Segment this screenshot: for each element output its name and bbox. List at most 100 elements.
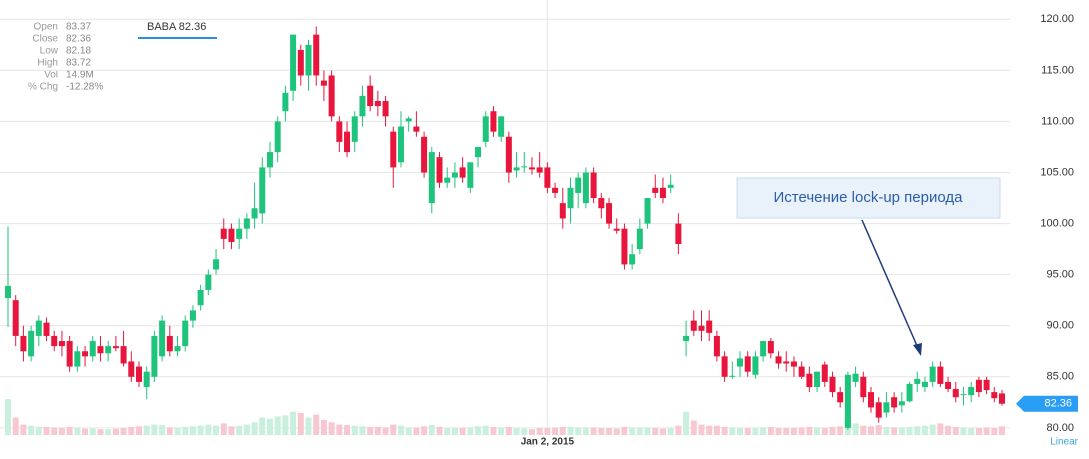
candle-body — [852, 373, 859, 382]
candle-body — [505, 136, 512, 173]
info-value: 83.37 — [66, 22, 91, 33]
volume-bar — [513, 428, 520, 435]
volume-bar — [28, 425, 35, 435]
volume-bar — [729, 427, 736, 435]
volume-bar — [151, 424, 158, 435]
candle-body — [999, 393, 1005, 404]
candle-body — [189, 310, 196, 321]
candle-body — [274, 121, 281, 153]
candle-body — [683, 335, 690, 342]
volume-bar — [451, 428, 458, 435]
volume-bar — [74, 428, 81, 435]
volume-bar — [397, 425, 404, 435]
candle-body — [806, 373, 813, 387]
volume-bar — [983, 427, 990, 435]
y-tick-label: 110.00 — [1041, 115, 1074, 127]
volume-bar — [390, 424, 397, 435]
volume-bar — [606, 428, 613, 435]
candle-body — [143, 371, 150, 387]
volume-bar — [790, 428, 797, 435]
candle-body — [51, 335, 58, 347]
candle-body — [436, 157, 443, 183]
candle-body — [182, 320, 189, 347]
candle-body — [205, 274, 212, 290]
volume-bar — [659, 428, 666, 435]
volume-bar — [35, 426, 42, 435]
candle-body — [405, 118, 412, 122]
volume-bar — [374, 426, 381, 435]
volume-bar — [305, 417, 312, 435]
legend-ticker: BABA 82.36 — [147, 21, 206, 33]
volume-bar — [5, 399, 11, 435]
volume-bar — [459, 428, 466, 435]
volume-bar — [421, 426, 428, 435]
candle-body — [459, 167, 466, 178]
candle-body — [290, 34, 297, 91]
volume-bar — [952, 426, 959, 435]
volume-bar — [528, 429, 535, 435]
volume-bar — [721, 426, 728, 435]
candle-body — [413, 126, 420, 132]
volume-bar — [228, 426, 235, 435]
volume-bar — [89, 428, 96, 435]
volume-bar — [120, 428, 127, 435]
volume-bar — [906, 426, 913, 435]
candle-body — [914, 378, 921, 384]
candle-body — [421, 136, 428, 173]
candle-body — [937, 366, 944, 384]
candle-body — [921, 381, 928, 387]
candle-body — [860, 376, 867, 398]
volume-bar — [97, 429, 104, 435]
candle-body — [844, 374, 851, 428]
info-value: 14.9M — [66, 70, 94, 81]
volume-bar — [875, 425, 882, 435]
volume-bar — [266, 418, 273, 435]
candle-body — [829, 376, 836, 393]
candle-body — [390, 131, 397, 168]
candle-body — [105, 346, 112, 354]
volume-bar — [582, 428, 589, 435]
candle-body — [621, 228, 628, 265]
info-label: Low — [40, 46, 59, 57]
volume-bar — [112, 428, 119, 435]
candle-body — [374, 101, 381, 107]
volume-bar — [960, 427, 967, 435]
candle-body — [135, 366, 142, 382]
candle-body — [297, 49, 304, 76]
candle-body — [760, 341, 767, 357]
volume-bar — [636, 428, 643, 435]
info-panel: Open 83.37 Close 82.36 Low 82.18 High 83.72 Vol 1… — [28, 22, 103, 93]
volume-bar — [713, 425, 720, 435]
volume-bar — [336, 424, 343, 435]
y-tick-label: 95.00 — [1046, 269, 1074, 281]
volume-bar — [683, 411, 690, 435]
scale-mode[interactable]: Linear — [1050, 437, 1078, 448]
candle-body — [960, 394, 967, 396]
volume-bar — [968, 428, 975, 435]
candle-body — [767, 341, 774, 354]
candle-body — [636, 228, 643, 250]
x-tick-label: Jan 2, 2015 — [521, 437, 575, 448]
volume-bar — [243, 424, 250, 435]
info-label: Open — [34, 22, 58, 33]
candle-body — [467, 162, 474, 188]
candle-body — [382, 101, 389, 117]
candle-body — [883, 402, 890, 413]
volume-bar — [852, 423, 859, 435]
volume-bar — [490, 426, 497, 435]
volume-bar — [43, 426, 50, 435]
volume-bar — [413, 427, 420, 435]
candle-body — [613, 228, 620, 231]
candle-body — [952, 389, 959, 398]
candle-body — [313, 34, 320, 76]
volume-bar — [182, 426, 189, 435]
info-value: 83.72 — [66, 58, 91, 69]
candle-body — [35, 320, 42, 336]
volume-bar — [320, 419, 327, 435]
candle-body — [259, 167, 266, 214]
candle-body — [336, 121, 343, 142]
candle-body — [344, 131, 351, 153]
volume-bar — [82, 428, 89, 435]
volume-bar — [991, 428, 998, 435]
candle-body — [875, 402, 882, 418]
